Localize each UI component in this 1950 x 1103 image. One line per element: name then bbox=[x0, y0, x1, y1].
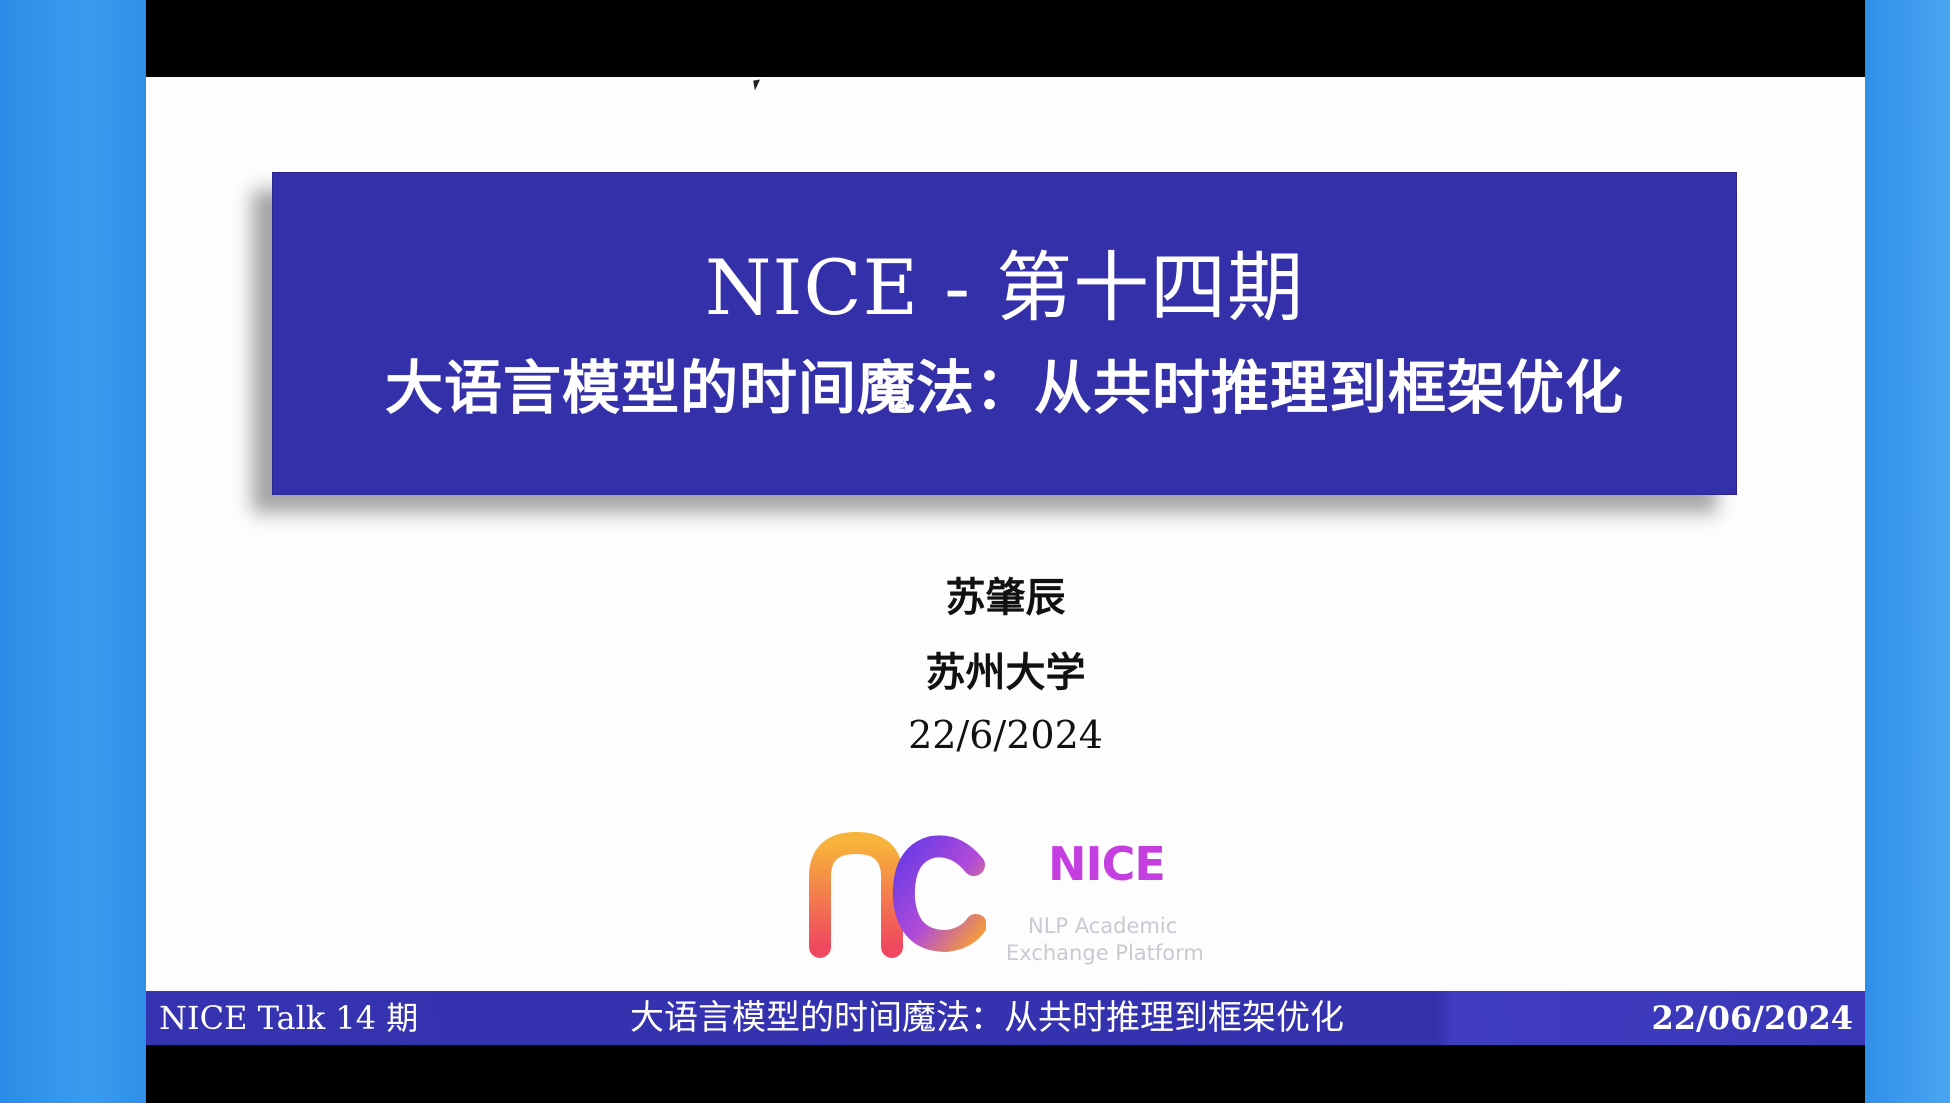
author-university: 苏州大学 bbox=[925, 649, 1086, 696]
logo-tagline-line2: Exchange Platform bbox=[1006, 941, 1204, 965]
background-left-panel bbox=[0, 0, 146, 1103]
mouse-cursor-icon bbox=[753, 79, 762, 91]
author-name: 苏肇辰 bbox=[945, 574, 1066, 621]
nice-logo: NICE NLP Academic Exchange Platform bbox=[806, 829, 1226, 965]
background-right-panel bbox=[1865, 0, 1950, 1103]
slide-footer: NICE Talk 14 期 大语言模型的时间魔法：从共时推理到框架优化 22/… bbox=[146, 991, 1865, 1045]
footer-date: 22/06/2024 bbox=[1651, 999, 1854, 1037]
presentation-slide: NICE - 第十四期 大语言模型的时间魔法：从共时推理到框架优化 苏肇辰 苏州… bbox=[146, 77, 1865, 1045]
video-player[interactable]: NICE - 第十四期 大语言模型的时间魔法：从共时推理到框架优化 苏肇辰 苏州… bbox=[146, 0, 1865, 1103]
presentation-date: 22/6/2024 bbox=[908, 713, 1103, 757]
logo-wordmark: NICE bbox=[1048, 837, 1166, 891]
logo-tagline-line1: NLP Academic bbox=[1028, 914, 1178, 938]
title-banner: NICE - 第十四期 大语言模型的时间魔法：从共时推理到框架优化 bbox=[272, 172, 1737, 495]
nc-logo-icon bbox=[809, 831, 986, 958]
slide-title: NICE - 第十四期 bbox=[704, 243, 1305, 332]
footer-talk-label: NICE Talk 14 期 bbox=[159, 999, 419, 1037]
footer-title: 大语言模型的时间魔法：从共时推理到框架优化 bbox=[630, 998, 1344, 1038]
slide-subtitle: 大语言模型的时间魔法：从共时推理到框架优化 bbox=[384, 354, 1624, 422]
